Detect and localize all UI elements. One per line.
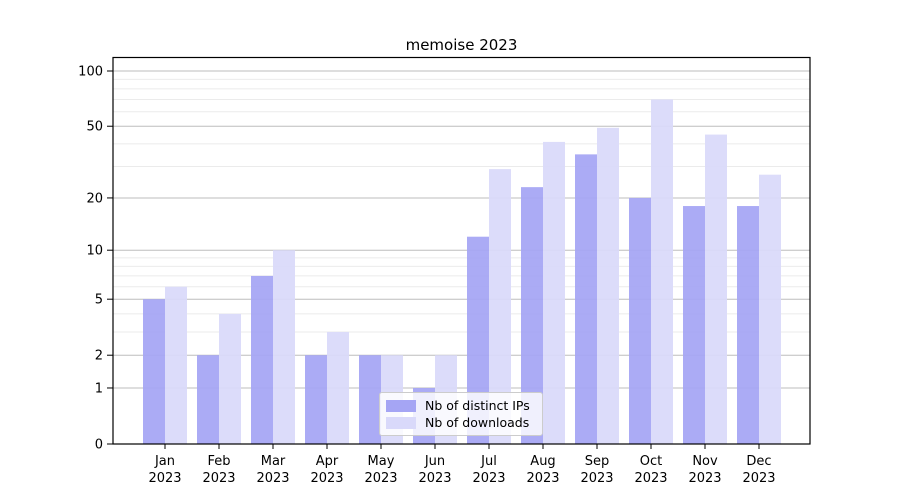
x-tick-label-year: 2023 xyxy=(310,471,343,486)
bar-downloads-feb xyxy=(219,313,241,444)
bar-downloads-sep xyxy=(597,127,619,444)
x-tick-label-year: 2023 xyxy=(526,471,559,486)
bar-downloads-jul xyxy=(489,169,511,444)
x-tick-label-month: Jan xyxy=(154,454,175,469)
bar-distinct-ips-may xyxy=(359,355,381,444)
y-tick-label: 1 xyxy=(95,381,103,396)
x-tick-label-year: 2023 xyxy=(418,471,451,486)
bar-distinct-ips-feb xyxy=(197,355,219,444)
legend-label-distinct-ips: Nb of distinct IPs xyxy=(425,398,530,413)
x-tick-label-month: Aug xyxy=(530,454,555,469)
x-tick-label-month: Dec xyxy=(746,454,771,469)
bar-distinct-ips-dec xyxy=(737,206,759,444)
y-tick-label: 2 xyxy=(95,349,103,364)
x-tick-label-month: Feb xyxy=(207,454,230,469)
legend: Nb of distinct IPs Nb of downloads xyxy=(379,392,543,436)
x-tick-label-month: Sep xyxy=(585,454,610,469)
legend-swatch-downloads xyxy=(386,416,416,429)
x-tick-label-month: Oct xyxy=(640,454,662,469)
legend-item-downloads: Nb of downloads xyxy=(386,415,533,430)
bar-downloads-aug xyxy=(543,141,565,444)
y-tick-label: 20 xyxy=(86,191,103,206)
x-tick-label-year: 2023 xyxy=(472,471,505,486)
y-tick-label: 0 xyxy=(95,438,103,453)
x-tick-label-year: 2023 xyxy=(688,471,721,486)
bar-downloads-mar xyxy=(273,250,295,444)
x-tick-label-year: 2023 xyxy=(148,471,181,486)
chart-title: memoise 2023 xyxy=(405,36,518,54)
x-tick-label-month: Nov xyxy=(692,454,718,469)
bar-downloads-dec xyxy=(759,174,781,444)
bar-distinct-ips-jan xyxy=(143,299,165,444)
x-tick-label-month: Apr xyxy=(316,454,339,469)
bar-distinct-ips-aug xyxy=(521,187,543,445)
x-tick-label-month: May xyxy=(368,454,395,469)
y-tick-label: 5 xyxy=(95,293,103,308)
x-tick-label-month: Mar xyxy=(261,454,286,469)
legend-item-distinct-ips: Nb of distinct IPs xyxy=(386,398,533,413)
bar-downloads-apr xyxy=(327,331,349,444)
x-tick-label-year: 2023 xyxy=(364,471,397,486)
legend-swatch-distinct-ips xyxy=(386,399,416,412)
y-tick-label: 10 xyxy=(86,244,103,259)
x-tick-label-year: 2023 xyxy=(256,471,289,486)
bar-distinct-ips-oct xyxy=(629,197,651,444)
x-tick-label-year: 2023 xyxy=(634,471,667,486)
bar-downloads-jan xyxy=(165,286,187,444)
bar-downloads-oct xyxy=(651,99,673,444)
bar-distinct-ips-mar xyxy=(251,275,273,444)
x-tick-label-month: Jul xyxy=(480,454,497,469)
x-tick-label-month: Jun xyxy=(424,454,445,469)
y-tick-label: 100 xyxy=(78,65,103,80)
x-tick-label-year: 2023 xyxy=(580,471,613,486)
bar-distinct-ips-nov xyxy=(683,206,705,444)
plot-frame xyxy=(112,56,811,445)
x-tick-label-year: 2023 xyxy=(202,471,235,486)
bar-distinct-ips-apr xyxy=(305,355,327,444)
legend-label-downloads: Nb of downloads xyxy=(425,415,530,430)
x-tick-label-year: 2023 xyxy=(742,471,775,486)
y-tick-label: 50 xyxy=(86,120,103,135)
bar-downloads-nov xyxy=(705,134,727,444)
bar-distinct-ips-sep xyxy=(575,154,597,444)
